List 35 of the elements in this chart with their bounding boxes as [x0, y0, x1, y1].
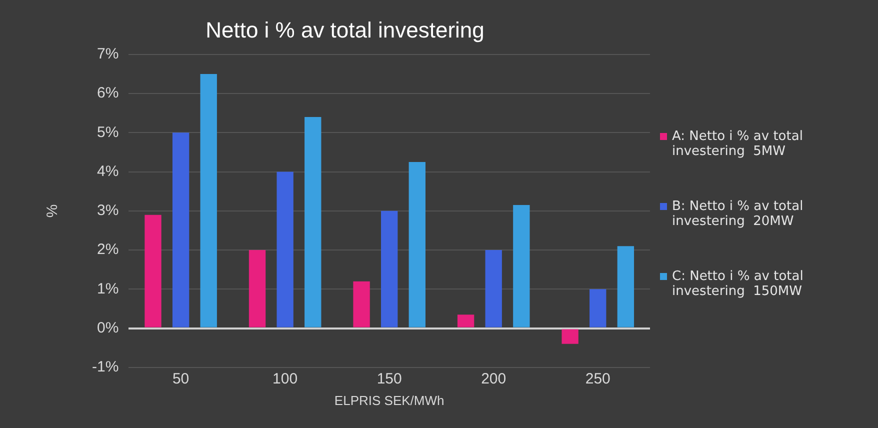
- x-tick-label: 100: [272, 370, 298, 388]
- bar: [276, 172, 294, 328]
- bar: [200, 74, 217, 328]
- y-axis-title: %: [44, 204, 62, 218]
- bar: [590, 289, 606, 328]
- bar: [485, 250, 502, 328]
- bar: [304, 117, 322, 328]
- bar: [562, 329, 578, 344]
- x-tick-label: 250: [585, 370, 610, 388]
- legend-label: B: Netto i % av total investering 20MW: [672, 199, 804, 229]
- x-tick-label: 50: [172, 370, 190, 388]
- chart-title: Netto i % av total investering: [206, 17, 484, 42]
- y-tick-label: 5%: [96, 124, 119, 141]
- legend-label: C: Netto i % av total investering 150MW: [672, 269, 804, 299]
- y-tick-label: 0%: [96, 319, 119, 336]
- bar: [457, 314, 474, 328]
- bar: [144, 214, 162, 328]
- y-tick-label: 6%: [96, 84, 119, 102]
- y-tick-label: 4%: [96, 162, 119, 180]
- y-tick-label: 3%: [96, 202, 119, 220]
- x-tick-label: 150: [376, 370, 402, 388]
- x-axis-title: ELPRIS SEK/MWh: [334, 392, 444, 408]
- x-tick-label: 200: [481, 370, 506, 388]
- bar: [172, 132, 190, 328]
- bar: [513, 205, 530, 328]
- bar: [617, 246, 634, 328]
- bar: [380, 210, 398, 328]
- y-tick-label: 1%: [96, 280, 119, 298]
- bar: [408, 162, 426, 328]
- bar: [248, 250, 266, 328]
- y-tick-label: 2%: [96, 241, 119, 258]
- y-tick-label: -1%: [92, 358, 119, 376]
- y-tick-label: 7%: [96, 46, 119, 63]
- bar: [353, 281, 370, 328]
- legend-label: A: Netto i % av total investering 5MW: [672, 129, 804, 159]
